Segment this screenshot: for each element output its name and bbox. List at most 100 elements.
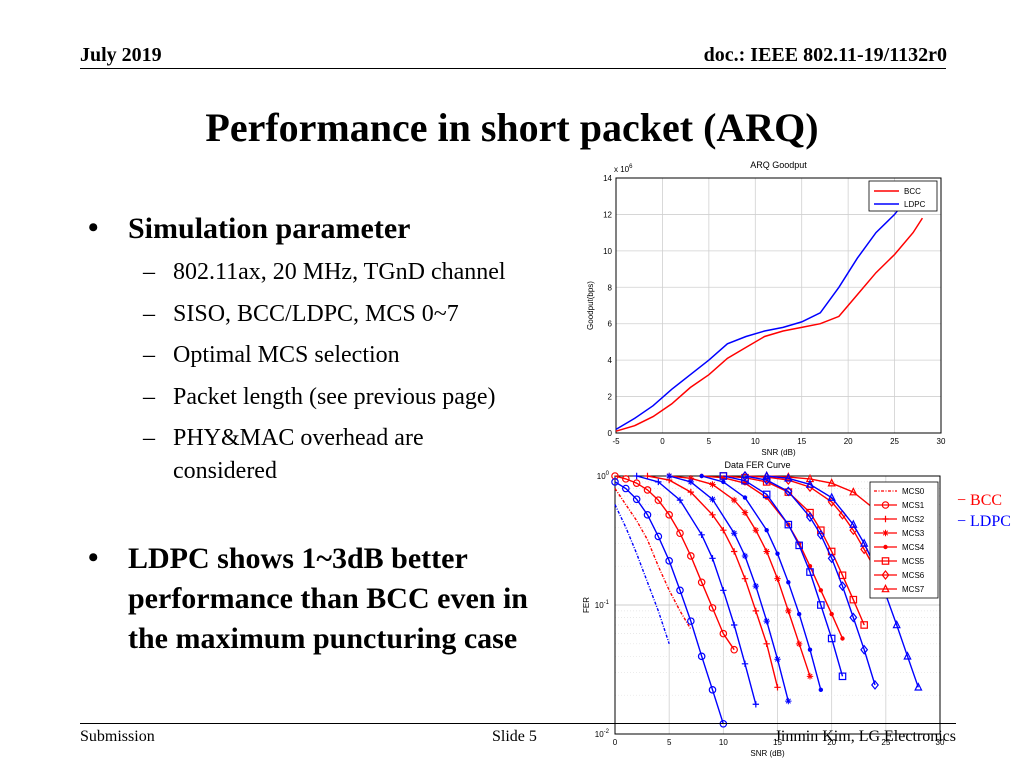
- data-point: [795, 541, 803, 550]
- legend-marker: [881, 501, 890, 509]
- data-point: [752, 701, 760, 708]
- series-line: [744, 475, 887, 591]
- series-line-ldpc: [615, 190, 914, 431]
- legend-label-ldpc: LDPC: [904, 200, 926, 209]
- series-mcs6-ldpc: [741, 471, 879, 690]
- data-point: [774, 656, 781, 663]
- data-point: [676, 529, 684, 538]
- y-multiplier-label: x 106: [614, 164, 633, 174]
- y-axis-label: Goodput(bps): [586, 281, 595, 330]
- x-tick-label: 25: [881, 738, 890, 747]
- side-legend-bcc: − BCC: [957, 492, 1003, 509]
- data-point: [860, 621, 868, 629]
- series-mcs1-bcc: [611, 472, 738, 654]
- data-point: [644, 472, 651, 480]
- series-mcs0-ldpc: [614, 504, 670, 645]
- chart-legend: BCC LDPC: [868, 180, 938, 212]
- data-point: [720, 587, 727, 594]
- y-tick-label: 12: [603, 210, 612, 219]
- data-point: [763, 548, 770, 555]
- data-point: [849, 487, 858, 496]
- data-point: [764, 528, 769, 533]
- bullet-dot-1: •: [88, 211, 99, 244]
- data-point: [719, 629, 728, 638]
- data-point: [633, 472, 640, 480]
- slide-title: Performance in short packet (ARQ): [205, 105, 819, 150]
- data-point: [807, 647, 813, 652]
- x-tick-label: 15: [797, 437, 806, 446]
- x-axis-label: SNR (dB): [750, 749, 785, 758]
- data-point: [784, 473, 793, 482]
- data-point: [892, 619, 901, 629]
- data-point: [807, 563, 813, 569]
- data-point: [817, 601, 825, 609]
- series-mcs1-ldpc: [611, 478, 728, 728]
- legend-label-mcs4: MCS4: [902, 543, 925, 552]
- y-tick-label: 100: [597, 471, 610, 481]
- footer-submission: Submission: [80, 728, 155, 745]
- data-point: [708, 604, 717, 612]
- series-line: [766, 475, 919, 688]
- legend-marker: [882, 529, 889, 537]
- bullet-dot-2: •: [88, 541, 99, 574]
- legend-label-mcs7: MCS7: [902, 585, 925, 594]
- legend-label-mcs6: MCS6: [902, 571, 925, 580]
- series-line: [723, 475, 865, 626]
- legend-label-mcs5: MCS5: [902, 557, 925, 566]
- data-point: [730, 496, 738, 504]
- y-tick-label: 10-1: [595, 600, 610, 610]
- data-point: [795, 640, 803, 648]
- legend-label-bcc: BCC: [904, 187, 921, 196]
- header-doc-id: doc.: IEEE 802.11-19/1132r0: [703, 44, 947, 66]
- data-point: [687, 478, 695, 486]
- sub-item-packet-length: Packet length (see previous page): [173, 384, 496, 410]
- data-point: [827, 634, 836, 643]
- data-point: [632, 479, 641, 487]
- data-point: [730, 530, 738, 537]
- x-tick-label: 25: [890, 437, 899, 446]
- footer-divider: [80, 723, 956, 724]
- series-line: [614, 481, 724, 725]
- x-tick-label: 0: [613, 738, 618, 747]
- x-tick-label: 10: [751, 437, 760, 446]
- data-point: [914, 682, 923, 691]
- data-point: [643, 486, 652, 494]
- sub-item-channel: 802.11ax, 20 MHz, TGnD channel: [173, 259, 506, 285]
- data-point: [784, 486, 793, 497]
- data-point: [784, 520, 793, 529]
- data-point: [697, 652, 706, 661]
- data-point: [762, 470, 771, 480]
- data-point: [806, 568, 814, 576]
- data-point: [709, 511, 716, 519]
- side-legend: − BCC − LDPC: [957, 490, 1011, 532]
- chart-title: ARQ Goodput: [750, 160, 807, 170]
- x-tick-label: 20: [827, 738, 836, 747]
- legend-label-mcs2: MCS2: [902, 515, 925, 524]
- series-line-bcc: [615, 217, 924, 432]
- y-tick-label: 10: [603, 247, 612, 256]
- data-point: [730, 621, 738, 629]
- x-tick-label: 10: [719, 738, 728, 747]
- data-point: [818, 687, 824, 693]
- series-line: [614, 504, 670, 645]
- data-point: [719, 472, 728, 480]
- data-point: [632, 495, 641, 504]
- data-point: [741, 552, 749, 560]
- sub-dash: –: [143, 342, 155, 368]
- series-mcs4-ldpc: [699, 473, 824, 693]
- header-divider: [80, 68, 946, 69]
- data-point: [665, 472, 673, 480]
- fer-chart: 0 5 10 15 20 25 30 100 10-1 10-2 Data FER Curve SNR…: [582, 460, 945, 758]
- data-point: [687, 475, 695, 482]
- data-point: [827, 492, 836, 501]
- series-line: [647, 475, 779, 688]
- x-tick-label: 5: [707, 437, 712, 446]
- data-point: [665, 557, 673, 565]
- data-point: [829, 611, 834, 617]
- y-tick-label: 8: [608, 283, 613, 292]
- legend-marker: [881, 583, 890, 593]
- series-mcs3-ldpc: [665, 472, 792, 705]
- y-tick-label: 2: [608, 393, 613, 402]
- bullet-simulation-parameter: Simulation parameter: [128, 212, 411, 245]
- data-point: [622, 475, 630, 483]
